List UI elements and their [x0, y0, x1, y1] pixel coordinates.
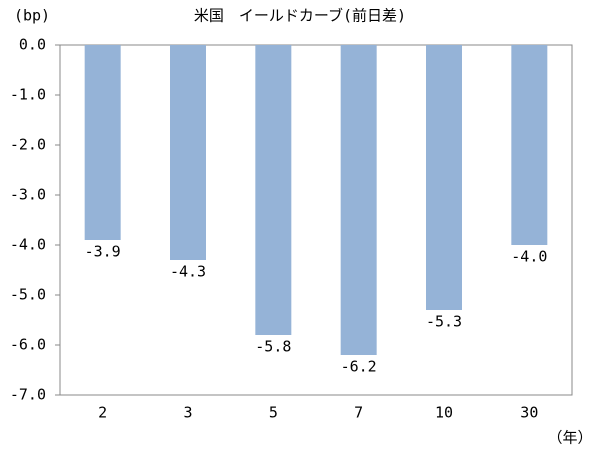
bar	[511, 45, 548, 245]
bar	[426, 45, 462, 310]
x-tick-label: 30	[520, 404, 538, 422]
y-tick-label: -5.0	[10, 286, 46, 304]
data-label: -5.8	[255, 338, 291, 356]
y-tick-label: -1.0	[10, 86, 46, 104]
x-tick-label: 5	[269, 404, 278, 422]
y-tick-label: 0.0	[19, 36, 46, 54]
data-label: -5.3	[426, 313, 462, 331]
y-tick-label: -3.0	[10, 186, 46, 204]
y-tick-label: -2.0	[10, 136, 46, 154]
data-label: -4.3	[170, 263, 206, 281]
y-tick-label: -4.0	[10, 236, 46, 254]
data-label: -3.9	[85, 243, 121, 261]
data-label: -4.0	[511, 248, 547, 266]
bar	[255, 45, 292, 335]
x-tick-label: 10	[435, 404, 453, 422]
x-tick-label: 3	[183, 404, 192, 422]
bar	[170, 45, 206, 260]
data-label: -6.2	[341, 358, 377, 376]
y-tick-label: -6.0	[10, 336, 46, 354]
chart-title: 米国 イールドカーブ(前日差)	[194, 7, 406, 25]
x-axis-label: （年）	[547, 429, 590, 447]
plot-frame	[59, 44, 573, 396]
bar	[340, 45, 377, 355]
bar	[84, 45, 121, 240]
x-tick-label: 2	[98, 404, 107, 422]
y-tick-label: -7.0	[10, 386, 46, 404]
y-axis-label: (bp)	[14, 7, 50, 25]
x-tick-label: 7	[354, 404, 363, 422]
